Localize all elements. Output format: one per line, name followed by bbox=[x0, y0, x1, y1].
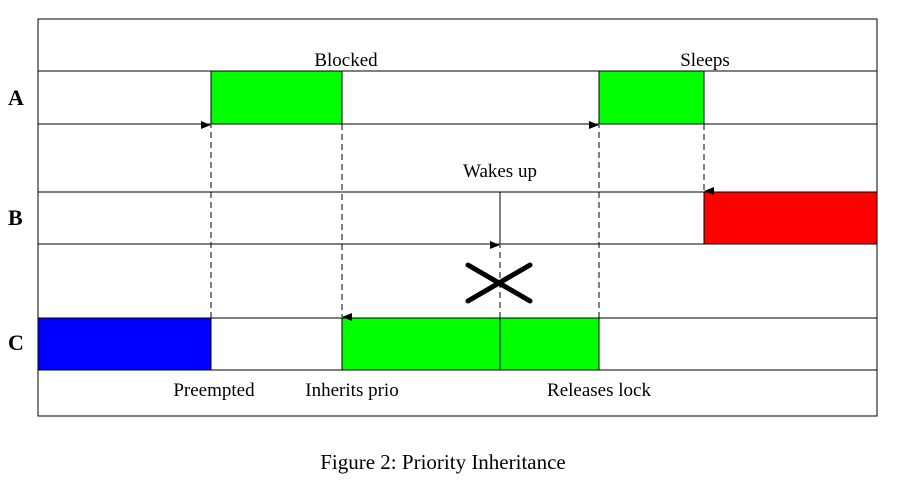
blocked-cross-icon bbox=[465, 262, 533, 304]
row-label-b: B bbox=[8, 205, 23, 230]
label-releases-lock: Releases lock bbox=[547, 380, 651, 401]
label-sleeps: Sleeps bbox=[680, 50, 730, 71]
label-wakes-up: Wakes up bbox=[463, 161, 537, 182]
task-a-running-bar-1 bbox=[210, 70, 343, 125]
row-label-a: A bbox=[8, 85, 24, 110]
figure-caption: Figure 2: Priority Inheritance bbox=[320, 450, 566, 474]
task-b-running-bar bbox=[703, 191, 878, 245]
task-c-inherited-bar bbox=[341, 317, 600, 371]
label-preempted: Preempted bbox=[173, 380, 255, 401]
label-blocked: Blocked bbox=[314, 50, 378, 71]
row-label-c: C bbox=[8, 330, 24, 355]
task-c-normal-bar bbox=[37, 317, 212, 371]
label-inherits-prio: Inherits prio bbox=[305, 380, 398, 401]
task-a-running-bar-2 bbox=[598, 70, 705, 125]
